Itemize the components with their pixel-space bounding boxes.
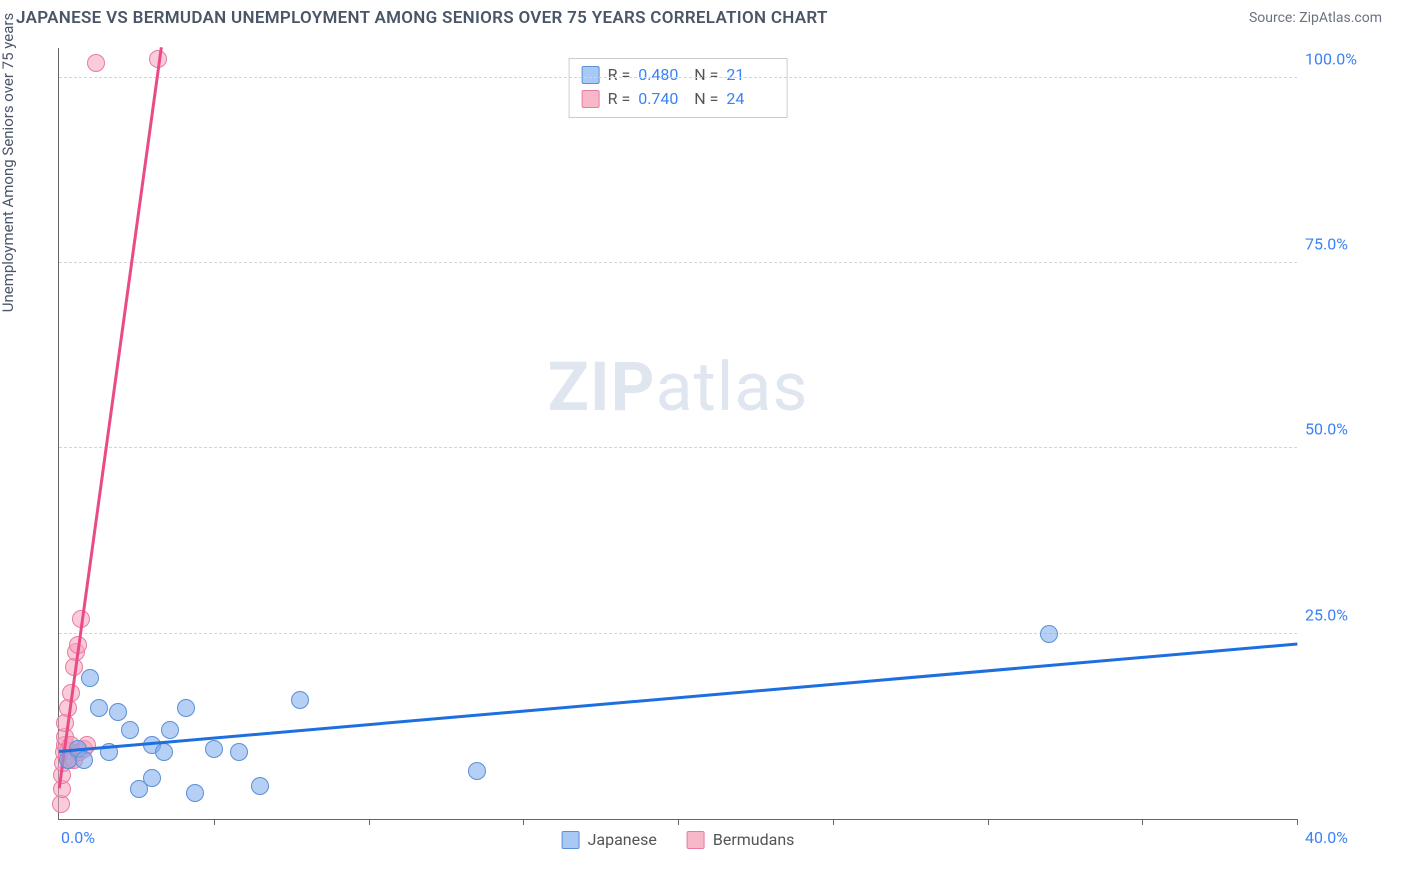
data-point: [205, 740, 223, 758]
legend-swatch: [562, 831, 580, 849]
x-tick: [833, 819, 834, 825]
x-tick: [1297, 819, 1298, 825]
legend-item: Japanese: [562, 830, 657, 849]
data-point: [177, 699, 195, 717]
x-tick: [369, 819, 370, 825]
legend-swatch: [582, 66, 600, 84]
legend-swatch: [687, 831, 705, 849]
y-tick-label: 50.0%: [1305, 420, 1375, 439]
gridline: [59, 633, 1297, 634]
trend-line: [59, 642, 1297, 752]
chart-container: Unemployment Among Seniors over 75 years…: [16, 38, 1382, 868]
data-point: [81, 669, 99, 687]
data-point: [87, 54, 105, 72]
plot-area: ZIPatlas R =0.480N =21R =0.740N =24 0.0%…: [58, 48, 1297, 820]
data-point: [468, 762, 486, 780]
chart-title: JAPANESE VS BERMUDAN UNEMPLOYMENT AMONG …: [16, 8, 828, 28]
x-tick: [214, 819, 215, 825]
x-axis-max-label: 40.0%: [1305, 828, 1375, 847]
gridline: [59, 447, 1297, 448]
watermark: ZIPatlas: [548, 347, 809, 427]
trend-line: [58, 47, 163, 789]
data-point: [291, 691, 309, 709]
data-point: [75, 751, 93, 769]
gridline: [59, 262, 1297, 263]
x-tick: [523, 819, 524, 825]
legend-swatch: [582, 90, 600, 108]
legend-row: R =0.740N =24: [582, 87, 775, 111]
gridline: [59, 77, 1297, 78]
data-point: [186, 784, 204, 802]
data-point: [90, 699, 108, 717]
y-tick-label: 75.0%: [1305, 235, 1375, 254]
data-point: [1040, 625, 1058, 643]
x-tick: [988, 819, 989, 825]
data-point: [161, 721, 179, 739]
data-point: [155, 743, 173, 761]
y-tick-label: 100.0%: [1305, 49, 1375, 68]
data-point: [143, 769, 161, 787]
data-point: [121, 721, 139, 739]
y-tick-label: 25.0%: [1305, 605, 1375, 624]
legend-item: Bermudans: [687, 830, 795, 849]
x-axis-min-label: 0.0%: [61, 828, 95, 847]
legend-series: Japanese Bermudans: [562, 830, 795, 849]
x-tick: [1142, 819, 1143, 825]
y-axis-label: Unemployment Among Seniors over 75 years: [0, 13, 17, 312]
source-attribution: Source: ZipAtlas.com: [1249, 10, 1382, 26]
data-point: [251, 777, 269, 795]
legend-correlation: R =0.480N =21R =0.740N =24: [569, 58, 788, 118]
x-tick: [678, 819, 679, 825]
data-point: [109, 703, 127, 721]
data-point: [230, 743, 248, 761]
legend-row: R =0.480N =21: [582, 63, 775, 87]
